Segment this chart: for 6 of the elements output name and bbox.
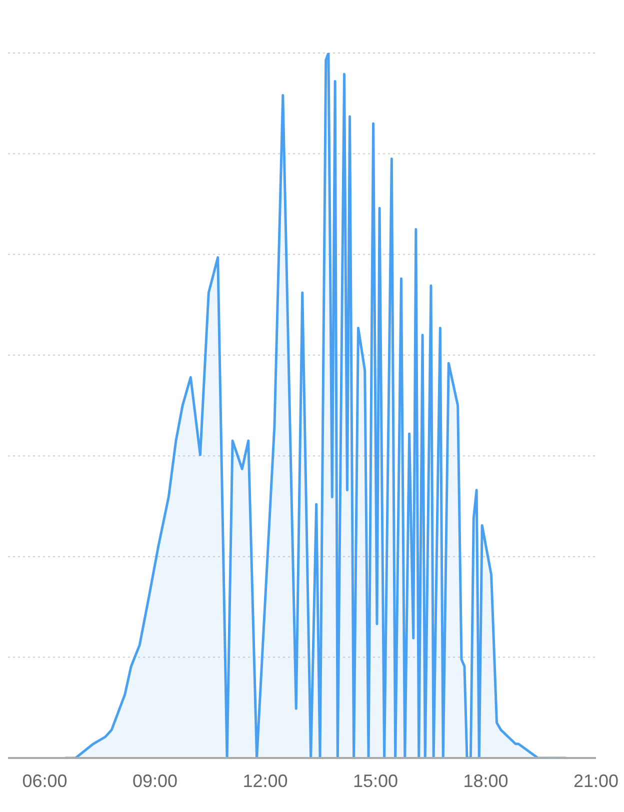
x-tick-label: 15:00	[352, 770, 398, 791]
x-tick-label: 18:00	[463, 770, 508, 791]
x-tick-label: 12:00	[242, 770, 288, 791]
x-tick-label: 21:00	[573, 770, 619, 791]
x-tick-label: 09:00	[132, 770, 178, 791]
x-tick-label: 06:00	[22, 770, 68, 791]
